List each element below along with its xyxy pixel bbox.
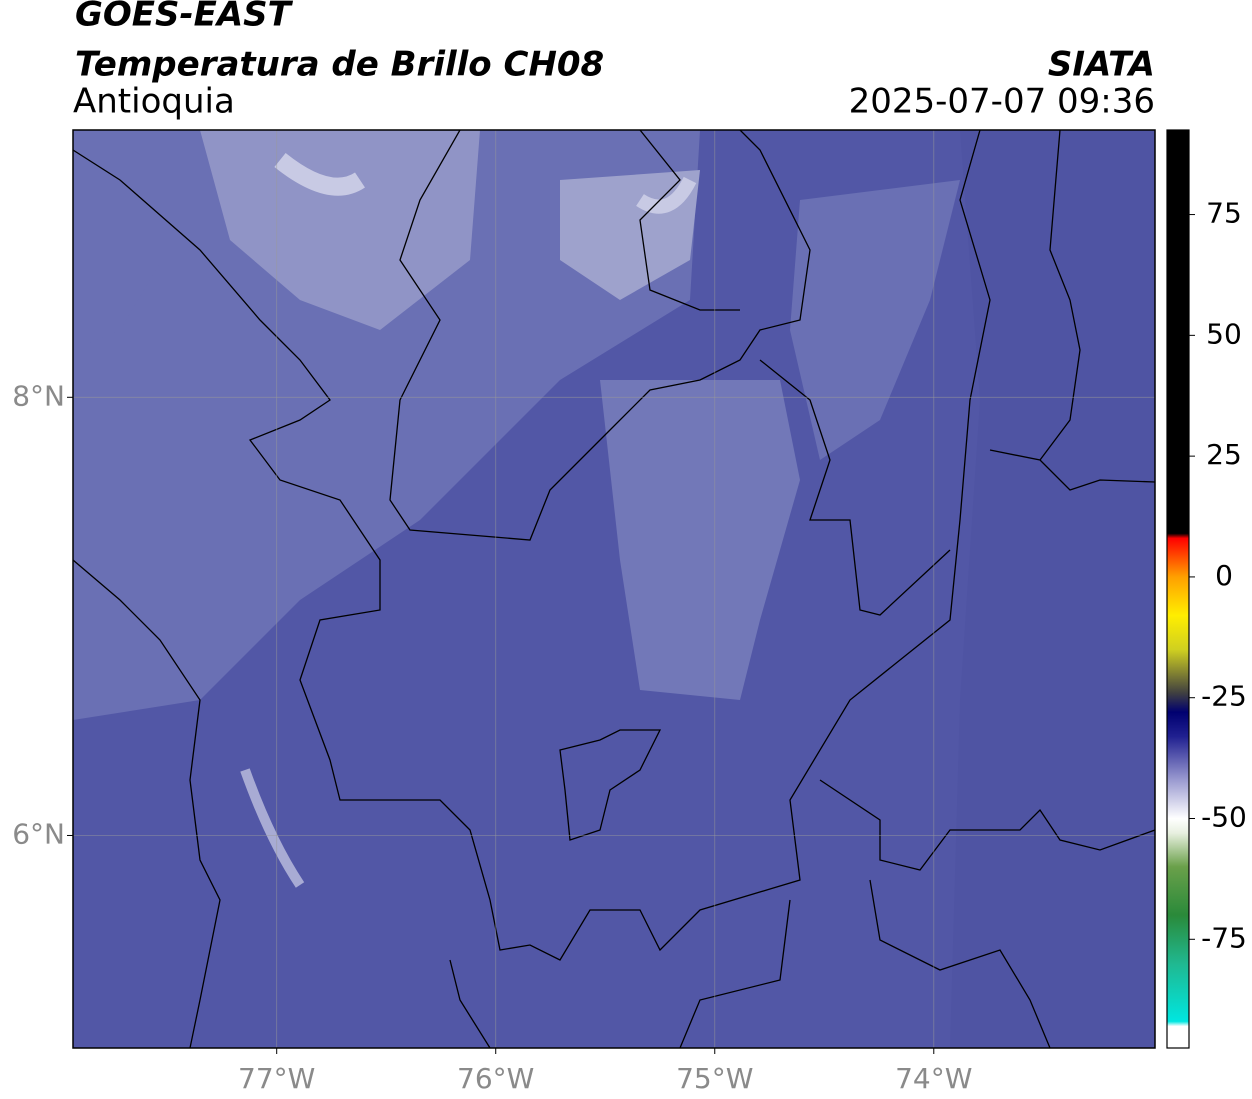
map-frame xyxy=(72,129,1156,1049)
colorbar-tick-label: 0 xyxy=(1215,559,1233,592)
satellite-title: GOES-EAST xyxy=(75,0,294,35)
region-label: Antioquia xyxy=(73,82,235,122)
x-tick-label: 75°W xyxy=(676,1062,753,1095)
y-tick-label: 8°N xyxy=(12,379,65,412)
colorbar xyxy=(1166,129,1190,1049)
colorbar-tick-label: -75 xyxy=(1201,921,1247,954)
datetime-label: 2025-07-07 09:36 xyxy=(849,82,1155,122)
product-title: Temperatura de Brillo CH08 xyxy=(75,45,604,85)
x-tick-label: 77°W xyxy=(238,1062,315,1095)
colorbar-tick-label: 25 xyxy=(1206,438,1242,471)
agency-label: SIATA xyxy=(1048,45,1155,85)
x-tick-label: 76°W xyxy=(457,1062,534,1095)
map-image xyxy=(73,130,1155,1048)
x-tick-label: 74°W xyxy=(895,1062,972,1095)
colorbar-tick-label: 75 xyxy=(1206,197,1242,230)
colorbar-tick-label: -50 xyxy=(1201,801,1247,834)
grid xyxy=(73,130,1155,1048)
colorbar-tick-label: 50 xyxy=(1206,317,1242,350)
colorbar-tick-label: -25 xyxy=(1201,680,1247,713)
y-tick-label: 6°N xyxy=(12,817,65,850)
